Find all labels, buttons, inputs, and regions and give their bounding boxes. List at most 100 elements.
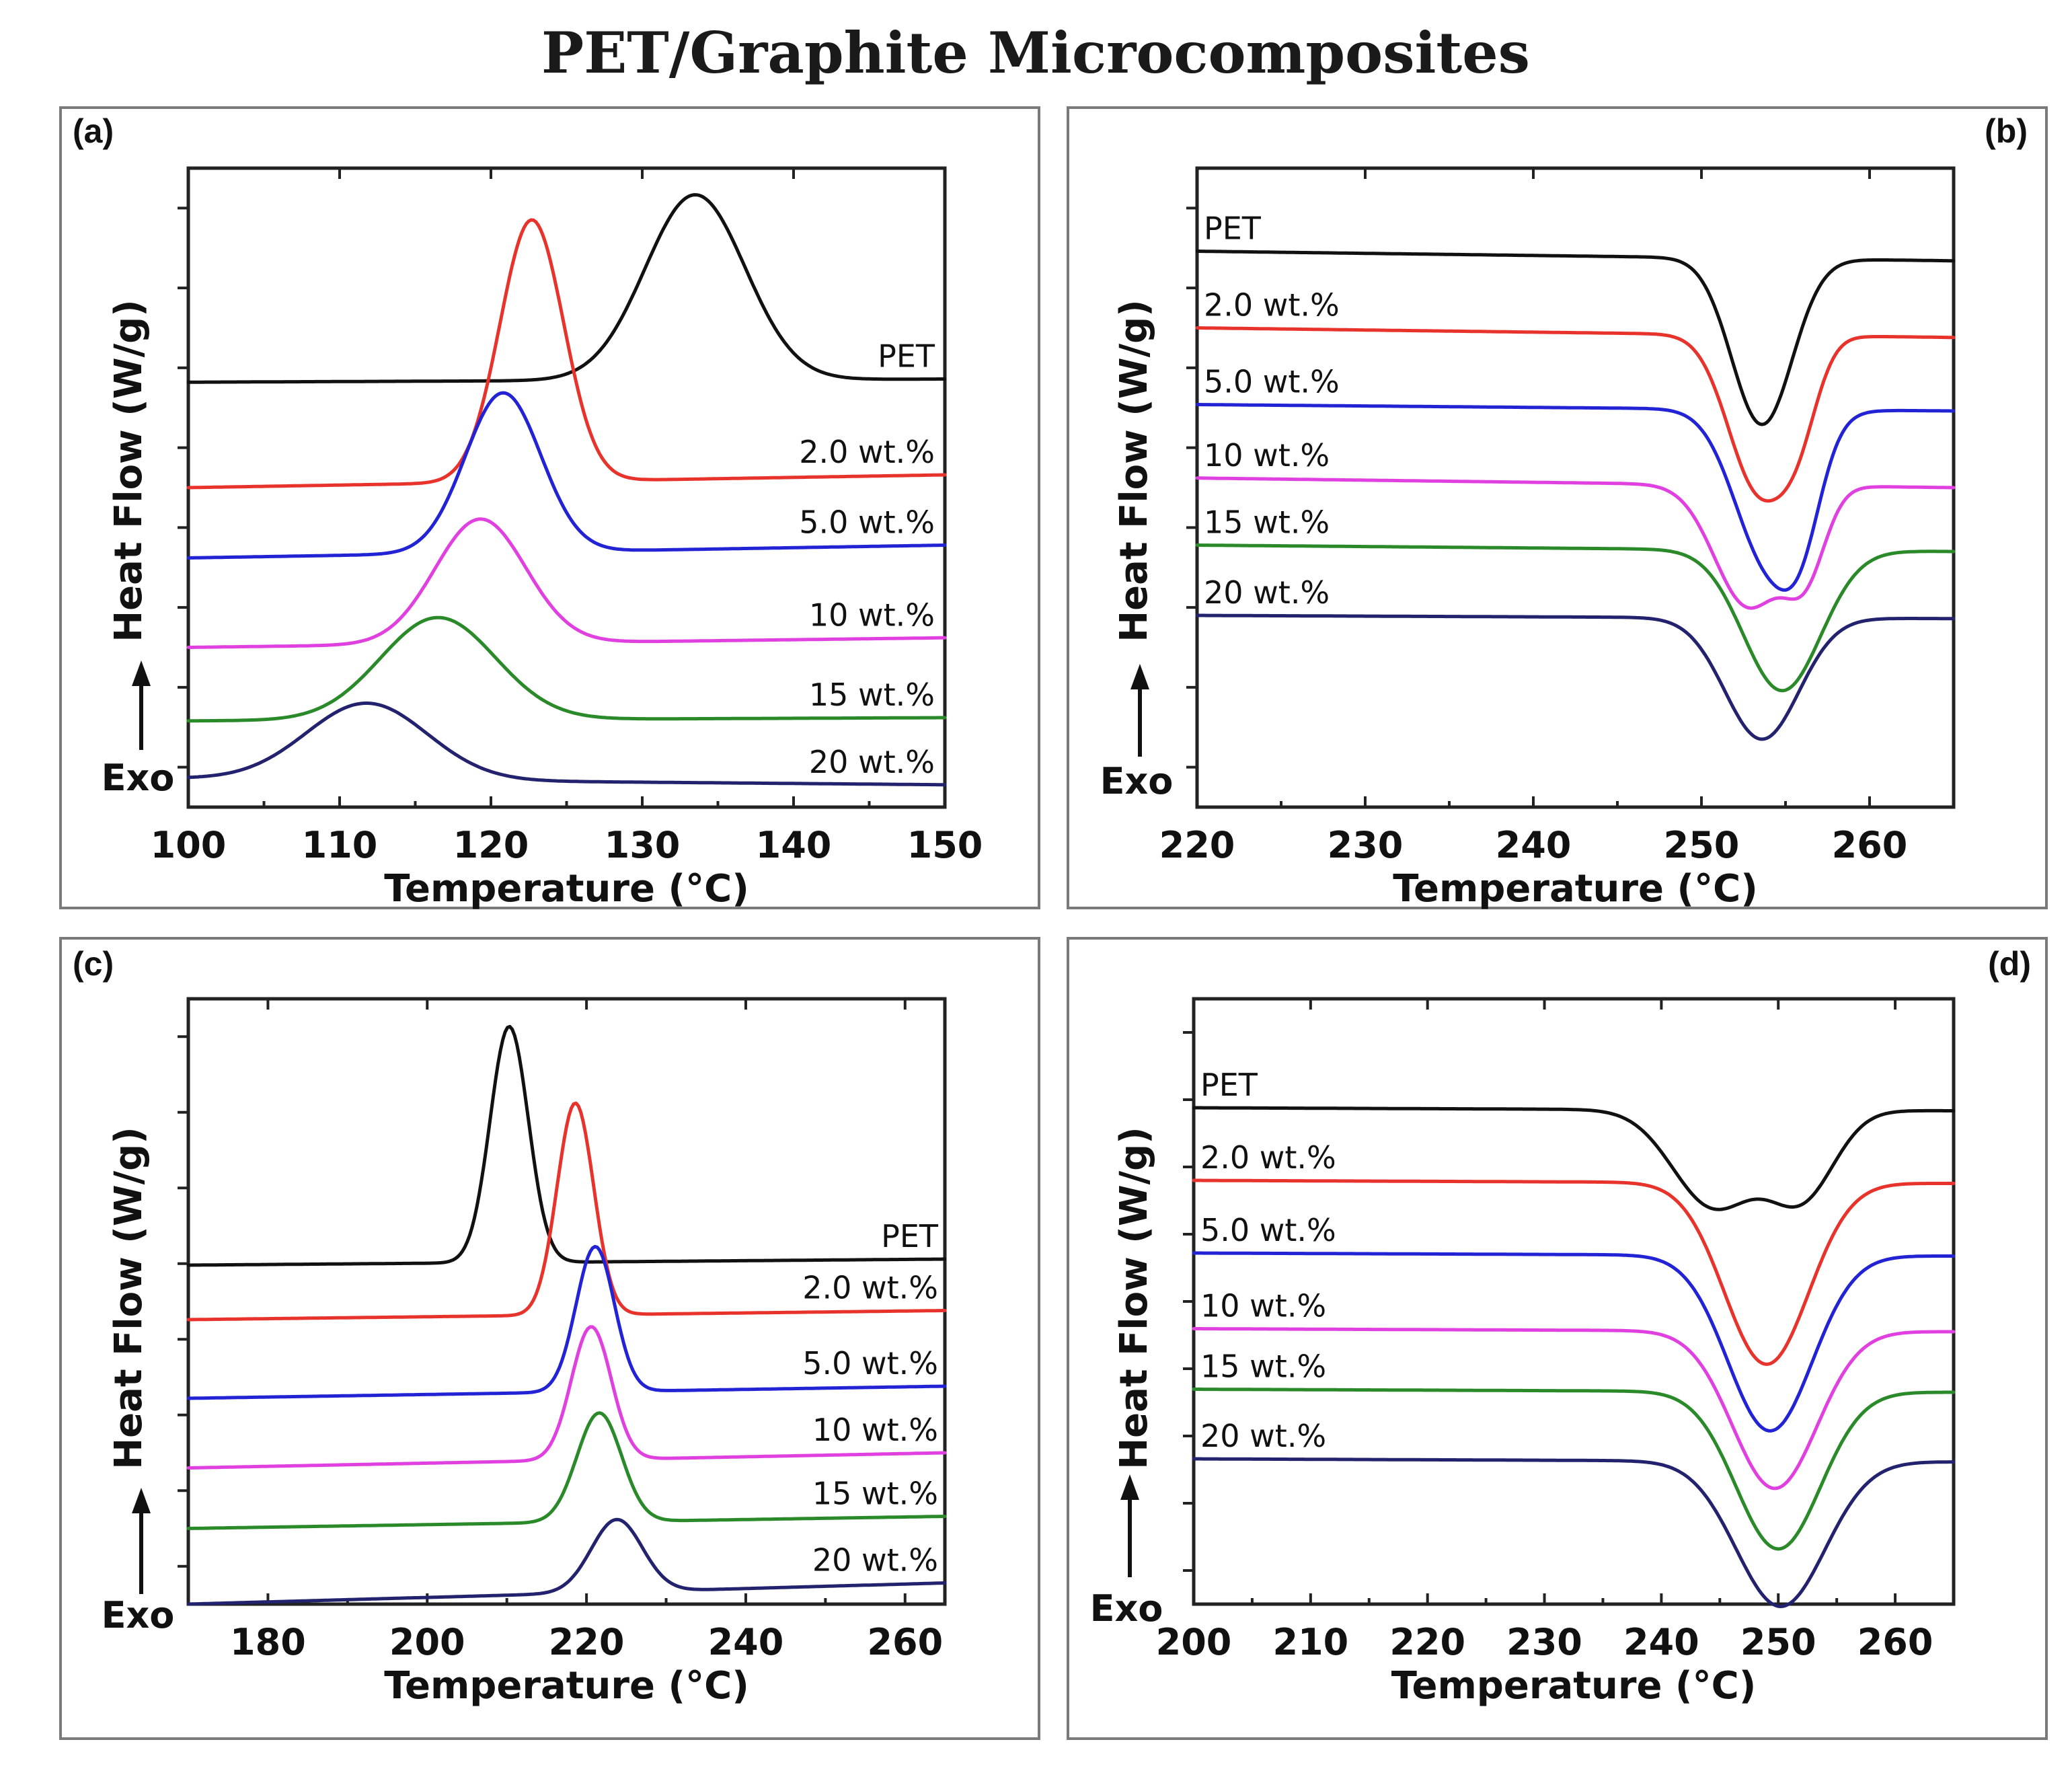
panel-d-y-axis-title: Heat Flow (W/g) — [1112, 1127, 1156, 1470]
panel-c-curve-2-0-wt — [186, 1101, 947, 1322]
panel-d: (d) 200 210 220 230 240 250 260 Temperature (°C)… — [1067, 937, 2048, 1740]
panel-a-tag: (a) — [73, 112, 114, 150]
panel-b-frame — [1067, 106, 2048, 909]
panel-c-series-label-10-wt: 10 wt.% — [812, 1412, 938, 1448]
panel-a-x-axis-title: Temperature (°C) — [384, 867, 749, 911]
figure-title: PET/Graphite Microcomposites — [541, 20, 1530, 86]
panel-b-curve-10-wt — [1195, 476, 1956, 610]
panel-d-x-tick-label: 260 — [1857, 1621, 1933, 1663]
panel-a-exo-label: Exo — [102, 757, 175, 799]
panel-b-tag: (b) — [1985, 112, 2028, 150]
panel-a-series-label-5-0-wt: 5.0 wt.% — [799, 504, 935, 541]
panel-a: (a) 100 110 120 130 140 150 Temperature (°C) Hea… — [59, 106, 1040, 911]
panel-b-curve-5-0-wt — [1195, 403, 1956, 592]
panel-a-x-tick-label: 150 — [907, 824, 983, 866]
panel-a-series-label-2-0-wt: 2.0 wt.% — [799, 434, 935, 470]
panel-d-x-tick-label: 230 — [1506, 1621, 1582, 1663]
panel-b-series-label-10-wt: 10 wt.% — [1204, 437, 1330, 474]
panel-d-series-label-15-wt: 15 wt.% — [1200, 1349, 1326, 1385]
panel-a-x-tick-label: 110 — [302, 824, 378, 866]
panel-b-series-label-2-0-wt: 2.0 wt.% — [1204, 287, 1340, 324]
panel-b-series-label-15-wt: 15 wt.% — [1204, 504, 1330, 541]
panel-b: (b) 220 230 240 250 260 Temperature (°C) Heat F… — [1067, 106, 2048, 911]
panel-c-axes-frame — [186, 997, 947, 1606]
panel-c-curve-10-wt — [186, 1325, 947, 1470]
panel-b-curve-2-0-wt — [1195, 326, 1956, 503]
panel-a-x-tick-label: 120 — [453, 824, 529, 866]
panel-a-frame — [59, 106, 1040, 909]
panel-c-x-tick-label: 260 — [867, 1621, 943, 1663]
panel-c-curve-pet — [186, 1024, 947, 1267]
panel-b-x-tick-label: 260 — [1832, 824, 1908, 866]
panel-b-y-axis-title: Heat Flow (W/g) — [1112, 299, 1156, 642]
panel-c-tag: (c) — [73, 945, 114, 983]
panel-a-x-tick-label: 100 — [151, 824, 227, 866]
panel-b-curve-15-wt — [1195, 543, 1956, 693]
panel-b-series-label-5-0-wt: 5.0 wt.% — [1204, 364, 1340, 400]
panel-c-exo-arrow-head — [132, 1488, 151, 1513]
panel-c-series-label-20-wt: 20 wt.% — [812, 1542, 938, 1579]
panel-b-x-tick-label: 230 — [1328, 824, 1404, 866]
panel-a-curve-2-0-wt — [186, 218, 947, 490]
panel-c-series-label-pet: PET — [881, 1218, 939, 1254]
panel-a-x-tick-label: 140 — [756, 824, 832, 866]
panel-d-x-tick-label: 220 — [1389, 1621, 1465, 1663]
panel-b-series-label-pet: PET — [1204, 211, 1262, 247]
panel-a-y-axis-title: Heat Flow (W/g) — [107, 299, 151, 642]
panel-c-curve-15-wt — [186, 1411, 947, 1530]
panel-d-curve-15-wt — [1192, 1388, 1956, 1551]
panel-a-curve-15-wt — [186, 615, 947, 723]
panel-d-series-label-10-wt: 10 wt.% — [1200, 1288, 1326, 1324]
panel-c-frame — [59, 937, 1040, 1740]
panel-a-series-label-15-wt: 15 wt.% — [809, 677, 935, 713]
panel-a-x-tick-label: 130 — [605, 824, 681, 866]
panel-d-tag: (d) — [1988, 945, 2031, 983]
panel-a-series-label-10-wt: 10 wt.% — [809, 597, 935, 633]
panel-a-series-label-20-wt: 20 wt.% — [809, 744, 935, 780]
panel-a-curve-20-wt — [186, 702, 947, 787]
panel-d-curve-10-wt — [1192, 1327, 1956, 1490]
panel-c-curve-20-wt — [186, 1517, 947, 1606]
panel-d-curve-20-wt — [1192, 1457, 1956, 1608]
panel-d-exo-label: Exo — [1090, 1587, 1163, 1630]
panel-c-x-axis-title: Temperature (°C) — [384, 1664, 749, 1708]
panel-c-x-tick-label: 200 — [389, 1621, 465, 1663]
panel-d-curve-pet — [1192, 1106, 1956, 1211]
panel-c-x-tick-label: 240 — [708, 1621, 784, 1663]
panel-d-x-tick-label: 250 — [1740, 1621, 1816, 1663]
panel-c-y-axis-title: Heat Flow (W/g) — [107, 1127, 151, 1470]
panel-c-curve-5-0-wt — [186, 1244, 947, 1400]
panel-c: (c) 180 200 220 240 260 Temperature (°C) Heat F… — [59, 937, 1040, 1740]
panel-a-curve-pet — [186, 193, 947, 384]
panel-d-series-label-pet: PET — [1200, 1067, 1258, 1103]
panel-d-series-label-5-0-wt: 5.0 wt.% — [1200, 1212, 1336, 1248]
panel-b-x-tick-label: 250 — [1664, 824, 1740, 866]
panel-c-x-tick-label: 220 — [549, 1621, 625, 1663]
panel-b-curve-20-wt — [1195, 613, 1956, 741]
panel-c-x-tick-label: 180 — [230, 1621, 306, 1663]
panel-d-x-axis-title: Temperature (°C) — [1391, 1664, 1757, 1708]
panel-b-series-label-20-wt: 20 wt.% — [1204, 574, 1330, 611]
panel-b-x-axis-title: Temperature (°C) — [1393, 867, 1758, 911]
panel-d-frame — [1067, 937, 2048, 1740]
panel-c-series-label-2-0-wt: 2.0 wt.% — [802, 1270, 938, 1306]
panel-b-curve-pet — [1195, 250, 1956, 426]
panel-a-curve-5-0-wt — [186, 391, 947, 560]
panel-d-series-label-2-0-wt: 2.0 wt.% — [1200, 1139, 1336, 1176]
panel-d-exo-arrow-head — [1120, 1474, 1139, 1500]
panel-a-curve-10-wt — [186, 517, 947, 649]
panel-b-exo-arrow-head — [1130, 664, 1149, 689]
panel-c-series-label-5-0-wt: 5.0 wt.% — [802, 1345, 938, 1381]
panel-d-x-tick-label: 200 — [1156, 1621, 1232, 1663]
panel-a-exo-arrow-head — [132, 660, 151, 686]
panels: (a) 100 110 120 130 140 150 Temperature (°C) Hea… — [59, 106, 2048, 1740]
panel-d-series-label-20-wt: 20 wt.% — [1200, 1418, 1326, 1454]
panel-c-series-label-15-wt: 15 wt.% — [812, 1476, 938, 1512]
panel-a-series-label-pet: PET — [878, 338, 935, 374]
panel-b-exo-label: Exo — [1100, 760, 1174, 802]
panel-d-x-tick-label: 240 — [1623, 1621, 1699, 1663]
panel-d-curve-2-0-wt — [1192, 1178, 1956, 1366]
panel-b-x-tick-label: 240 — [1496, 824, 1572, 866]
